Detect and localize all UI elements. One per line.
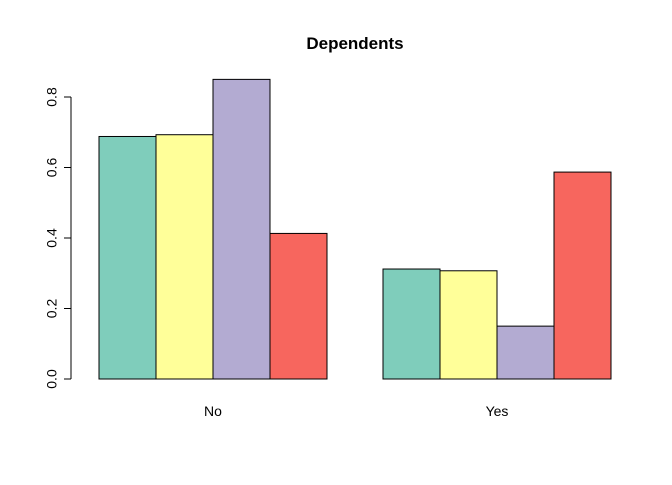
chart-title: Dependents xyxy=(306,34,403,53)
y-tick-label: 0.8 xyxy=(44,87,60,107)
bar-no-4 xyxy=(269,232,328,380)
bar-no-2 xyxy=(155,134,214,380)
y-tick-label: 0.2 xyxy=(44,299,60,319)
bar-yes-4 xyxy=(553,171,612,380)
x-axis-labels: No Yes xyxy=(204,403,508,419)
y-tick-label: 0.6 xyxy=(44,158,60,178)
bar-no-3 xyxy=(212,78,271,380)
category-label-yes: Yes xyxy=(486,403,509,419)
y-axis: 0.0 0.2 0.4 0.6 0.8 xyxy=(44,87,72,389)
bar-no-1 xyxy=(98,135,157,380)
category-label-no: No xyxy=(204,403,222,419)
y-tick-label: 0.0 xyxy=(44,369,60,389)
bar-yes-2 xyxy=(439,270,498,380)
bar-yes-3 xyxy=(496,325,555,380)
bars xyxy=(98,78,612,380)
y-tick-label: 0.4 xyxy=(44,228,60,248)
bar-yes-1 xyxy=(382,268,441,380)
